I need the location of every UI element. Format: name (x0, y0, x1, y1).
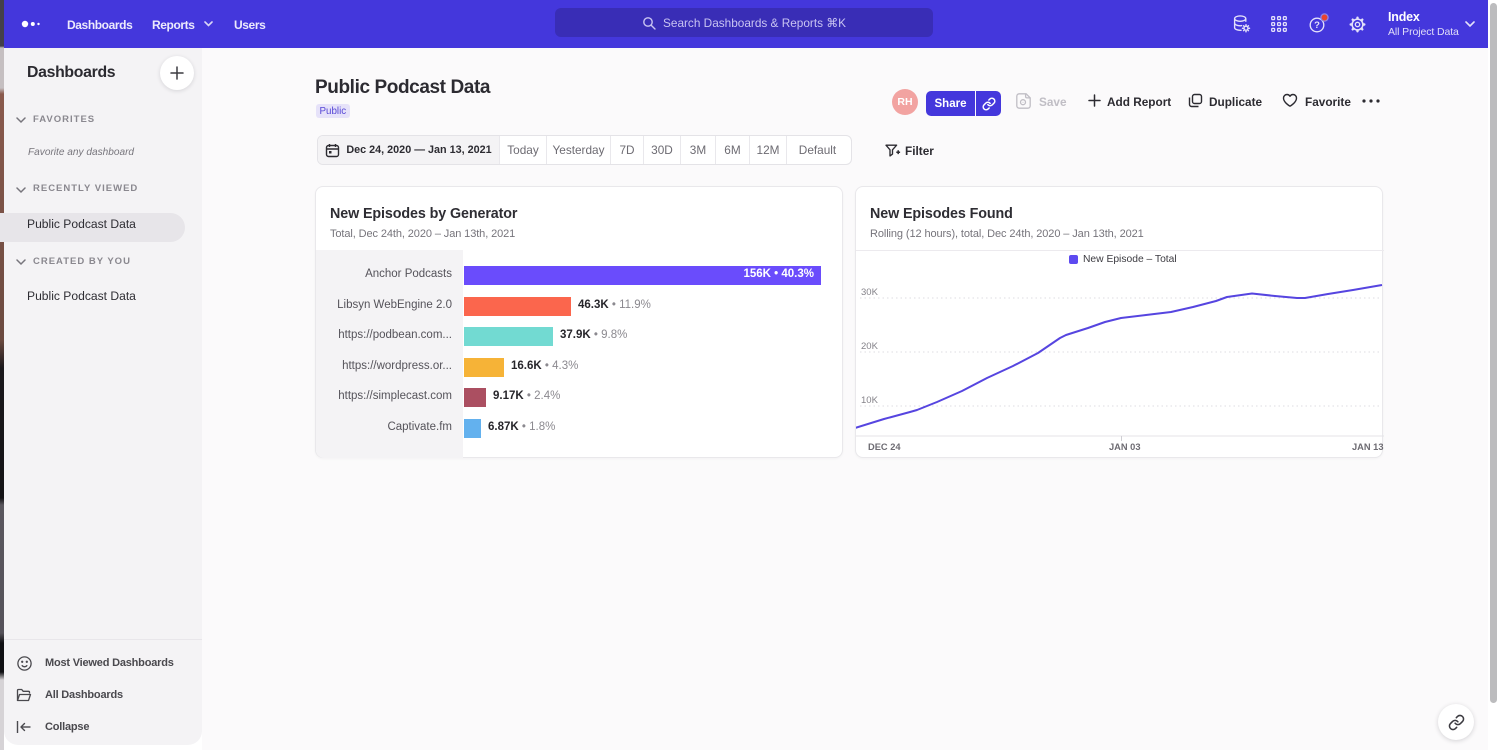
svg-text:10K: 10K (861, 395, 879, 406)
svg-text:20K: 20K (861, 341, 879, 352)
svg-text:DEC 24: DEC 24 (868, 442, 901, 452)
svg-text:?: ? (1314, 20, 1320, 31)
svg-text:JAN 13: JAN 13 (1352, 442, 1384, 452)
svg-text:30K: 30K (861, 287, 879, 298)
svg-text:JAN 03: JAN 03 (1109, 442, 1141, 452)
